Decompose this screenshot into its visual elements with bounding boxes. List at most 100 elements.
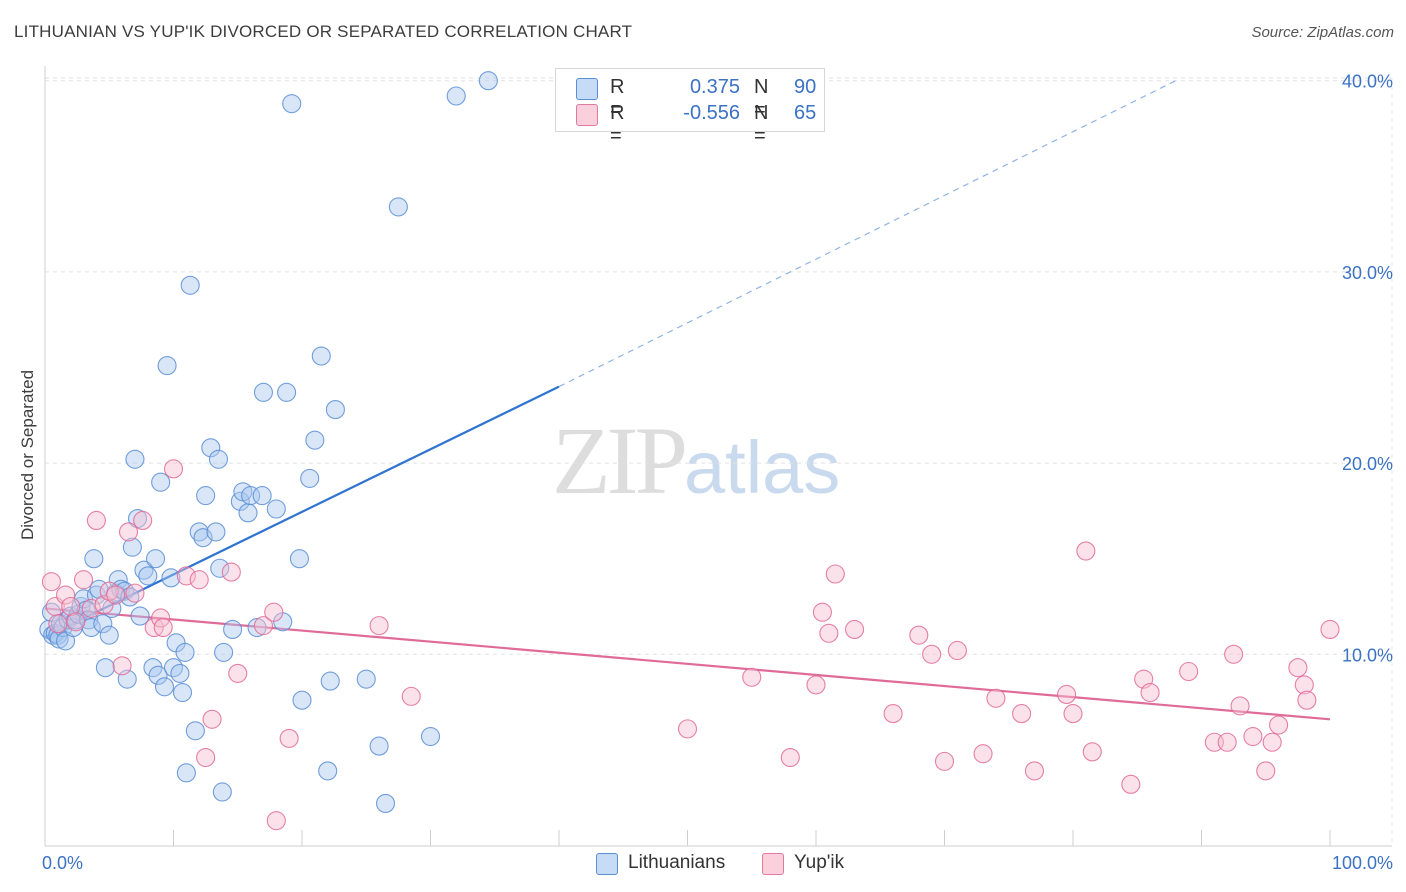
point-yupik (1294, 675, 1314, 695)
point-yupik (253, 616, 274, 636)
point-lithuanians (206, 522, 226, 542)
point-yupik (86, 510, 106, 531)
point-lithuanians (125, 449, 145, 469)
point-yupik (1288, 658, 1308, 678)
point-lithuanians (478, 71, 498, 91)
point-lithuanians (145, 549, 166, 569)
point-lithuanians (253, 382, 274, 402)
point-yupik (228, 663, 248, 683)
point-lithuanians (247, 617, 267, 638)
trend-line-extension (558, 80, 1177, 388)
trend-line-lithuanians (44, 385, 560, 639)
tick-labels: 10.0% 20.0% 30.0% 40.0% 0.0% 100.0% Divorced o… (18, 72, 1393, 873)
point-yupik (125, 583, 145, 603)
legend-swatch-yupik (576, 104, 598, 126)
legend-n-value: 90 (794, 76, 817, 98)
point-yupik (1063, 704, 1083, 724)
point-lithuanians (130, 606, 150, 626)
point-lithuanians (161, 568, 181, 588)
point-lithuanians (120, 587, 140, 607)
point-lithuanians (196, 486, 216, 506)
point-yupik (1243, 726, 1263, 747)
point-yupik (677, 719, 698, 739)
correlation-legend: R = 0.375 N = 90 R = -0.556 N = 65 (555, 68, 825, 147)
point-lithuanians (93, 614, 113, 634)
point-lithuanians (212, 782, 232, 802)
y-tick-label: 30.0% (1342, 263, 1393, 283)
point-yupik (806, 675, 826, 695)
point-yupik (1269, 715, 1289, 735)
point-yupik (986, 688, 1006, 708)
data-points (39, 71, 1340, 831)
axes (44, 66, 1392, 847)
point-lithuanians (172, 682, 193, 703)
point-yupik (41, 572, 61, 592)
point-yupik (1217, 732, 1237, 752)
y-axis-label: Divorced or Separated (18, 370, 37, 540)
legend-r-label: R = (610, 102, 625, 147)
point-yupik (61, 596, 81, 617)
point-yupik (176, 566, 196, 586)
point-lithuanians (157, 356, 177, 376)
point-yupik (742, 667, 762, 687)
point-yupik (825, 564, 845, 584)
point-lithuanians (311, 346, 331, 366)
point-lithuanians (305, 430, 325, 450)
point-lithuanians (148, 665, 168, 685)
point-yupik (812, 602, 832, 622)
bottom-legend-swatch-yupik (762, 853, 784, 875)
point-yupik (81, 598, 101, 618)
trend-lines (44, 80, 1331, 721)
gridlines (45, 77, 1393, 846)
point-lithuanians (170, 663, 190, 683)
point-yupik (221, 562, 241, 582)
bottom-legend-label: Lithuanians (628, 852, 726, 873)
point-yupik (153, 617, 173, 638)
point-yupik (1140, 682, 1160, 703)
point-yupik (279, 728, 299, 748)
point-yupik (189, 570, 209, 590)
point-lithuanians (252, 486, 272, 506)
point-yupik (1262, 732, 1282, 752)
point-lithuanians (189, 522, 209, 542)
point-yupik (934, 751, 955, 771)
y-tick-label: 40.0% (1342, 72, 1393, 92)
point-lithuanians (375, 793, 396, 813)
point-lithuanians (134, 560, 154, 580)
point-lithuanians (193, 528, 213, 548)
point-yupik (1121, 774, 1141, 794)
point-lithuanians (266, 499, 286, 519)
trend-line-yupik (44, 607, 1331, 721)
point-yupik (266, 811, 286, 831)
point-lithuanians (122, 537, 142, 557)
legend-n-label: N = (754, 76, 769, 121)
point-lithuanians (151, 472, 171, 492)
point-yupik (1320, 619, 1340, 639)
point-yupik (844, 619, 865, 639)
point-lithuanians (201, 438, 221, 458)
point-lithuanians (214, 642, 234, 662)
y-tick-label: 10.0% (1342, 645, 1393, 665)
point-yupik (74, 570, 94, 590)
point-lithuanians (223, 619, 243, 639)
point-lithuanians (289, 549, 309, 569)
point-lithuanians (241, 486, 261, 506)
legend-n-value: 65 (794, 102, 817, 124)
legend-r-value: 0.375 (689, 76, 740, 98)
point-lithuanians (208, 449, 229, 469)
point-yupik (163, 459, 184, 479)
point-yupik (66, 612, 86, 632)
point-yupik (1224, 644, 1244, 664)
point-yupik (1076, 541, 1096, 561)
point-lithuanians (320, 671, 340, 691)
point-lithuanians (49, 629, 69, 649)
point-lithuanians (292, 690, 312, 710)
point-lithuanians (446, 86, 466, 106)
point-yupik (909, 625, 929, 645)
point-yupik (1297, 690, 1317, 710)
point-yupik (1256, 761, 1276, 781)
point-lithuanians (185, 721, 205, 741)
point-yupik (264, 602, 284, 622)
point-lithuanians (388, 197, 408, 217)
